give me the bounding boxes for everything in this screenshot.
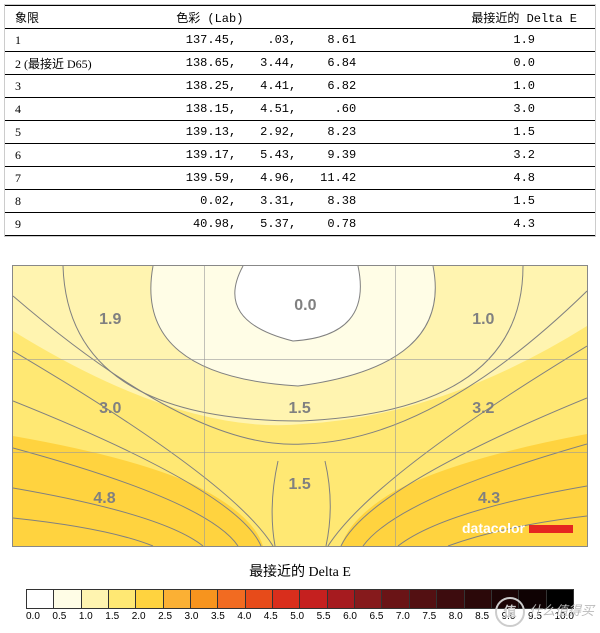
lab-cell: 138.25,4.41,6.82 — [170, 75, 453, 98]
table-header: 色彩 (Lab) — [170, 6, 453, 29]
quadrant-cell: 7 — [5, 167, 170, 190]
scale-segment — [300, 590, 327, 608]
quadrant-cell: 8 — [5, 190, 170, 213]
lab-cell: 139.17,5.43,9.39 — [170, 144, 453, 167]
scale-tick: 3.0 — [185, 611, 199, 622]
scale-tick: 2.5 — [158, 611, 172, 622]
deltae-label: 1.5 — [289, 476, 311, 494]
deltae-cell: 1.0 — [453, 75, 595, 98]
scale-tick: 1.5 — [105, 611, 119, 622]
deltae-cell: 3.2 — [453, 144, 595, 167]
watermark-icon: 值 — [495, 597, 525, 627]
scale-segment — [191, 590, 218, 608]
scale-segment — [437, 590, 464, 608]
lab-cell: 0.02,3.31,8.38 — [170, 190, 453, 213]
scale-segment — [218, 590, 245, 608]
lab-cell: 40.98,5.37,0.78 — [170, 213, 453, 236]
table-row: 80.02,3.31,8.381.5 — [5, 190, 595, 213]
table-row: 7139.59,4.96,11.424.8 — [5, 167, 595, 190]
scale-segment — [82, 590, 109, 608]
table-panel: 象限色彩 (Lab)最接近的 Delta E 1137.45,.03,8.611… — [4, 4, 596, 237]
scale-segment — [328, 590, 355, 608]
scale-tick: 4.0 — [237, 611, 251, 622]
quadrant-cell: 1 — [5, 29, 170, 52]
scale-tick: 8.5 — [475, 611, 489, 622]
deltae-label: 0.0 — [294, 297, 316, 315]
table-row: 940.98,5.37,0.784.3 — [5, 213, 595, 236]
deltae-cell: 4.8 — [453, 167, 595, 190]
scale-tick: 1.0 — [79, 611, 93, 622]
scale-segment — [164, 590, 191, 608]
scale-segment — [355, 590, 382, 608]
scale-tick: 6.5 — [369, 611, 383, 622]
quadrant-cell: 6 — [5, 144, 170, 167]
quadrant-cell: 3 — [5, 75, 170, 98]
brand-label: datacolor — [462, 520, 573, 536]
lab-cell: 139.13,2.92,8.23 — [170, 121, 453, 144]
scale-segment — [27, 590, 54, 608]
scale-tick: 0.0 — [26, 611, 40, 622]
quadrant-cell: 5 — [5, 121, 170, 144]
scale-segment — [410, 590, 437, 608]
scale-tick: 6.0 — [343, 611, 357, 622]
scale-tick: 4.5 — [264, 611, 278, 622]
contour-panel: 1.9 0.0 1.0 3.0 1.5 3.2 4.8 1.5 4.3 datacolor 最接近… — [12, 265, 588, 622]
contour-plot: 1.9 0.0 1.0 3.0 1.5 3.2 4.8 1.5 4.3 datacolor — [13, 266, 587, 546]
quadrant-cell: 2 (最接近 D65) — [5, 52, 170, 75]
deltae-label: 1.0 — [472, 311, 494, 329]
scale-tick: 3.5 — [211, 611, 225, 622]
lab-cell: 138.65,3.44,6.84 — [170, 52, 453, 75]
scale-tick: 7.0 — [396, 611, 410, 622]
table-row: 1137.45,.03,8.611.9 — [5, 29, 595, 52]
lab-cell: 138.15,4.51,.60 — [170, 98, 453, 121]
deltae-label: 1.5 — [289, 400, 311, 418]
scale-tick: 7.5 — [422, 611, 436, 622]
table-header: 最接近的 Delta E — [453, 6, 595, 29]
table-row: 3138.25,4.41,6.821.0 — [5, 75, 595, 98]
table-row: 2 (最接近 D65)138.65,3.44,6.840.0 — [5, 52, 595, 75]
deltae-label: 4.8 — [93, 490, 115, 508]
deltae-cell: 1.5 — [453, 121, 595, 144]
lab-cell: 139.59,4.96,11.42 — [170, 167, 453, 190]
deltae-label: 1.9 — [99, 311, 121, 329]
scale-segment — [246, 590, 273, 608]
color-scale: 0.0 0.5 1.0 1.5 2.0 2.5 3.0 3.5 4.0 4.5 5.0 5.5 6.0 6… — [26, 589, 574, 622]
deltae-cell: 4.3 — [453, 213, 595, 236]
lab-table: 象限色彩 (Lab)最接近的 Delta E 1137.45,.03,8.611… — [5, 5, 595, 236]
table-row: 6139.17,5.43,9.393.2 — [5, 144, 595, 167]
watermark: 值什么值得买 — [495, 597, 594, 627]
scale-segment — [465, 590, 492, 608]
scale-tick: 5.0 — [290, 611, 304, 622]
scale-tick: 0.5 — [52, 611, 66, 622]
scale-segment — [136, 590, 163, 608]
scale-segment — [382, 590, 409, 608]
quadrant-cell: 9 — [5, 213, 170, 236]
deltae-cell: 0.0 — [453, 52, 595, 75]
scale-segment — [54, 590, 81, 608]
deltae-label: 3.2 — [472, 400, 494, 418]
deltae-label: 4.3 — [478, 490, 500, 508]
scale-tick: 5.5 — [317, 611, 331, 622]
scale-tick: 8.0 — [449, 611, 463, 622]
lab-cell: 137.45,.03,8.61 — [170, 29, 453, 52]
quadrant-cell: 4 — [5, 98, 170, 121]
deltae-cell: 1.5 — [453, 190, 595, 213]
table-row: 5139.13,2.92,8.231.5 — [5, 121, 595, 144]
table-header: 象限 — [5, 6, 170, 29]
scale-segment — [109, 590, 136, 608]
deltae-cell: 1.9 — [453, 29, 595, 52]
deltae-label: 3.0 — [99, 400, 121, 418]
scale-segment — [273, 590, 300, 608]
scale-tick: 2.0 — [132, 611, 146, 622]
table-row: 4138.15,4.51,.603.0 — [5, 98, 595, 121]
deltae-cell: 3.0 — [453, 98, 595, 121]
chart-title: 最接近的 Delta E — [12, 561, 588, 581]
